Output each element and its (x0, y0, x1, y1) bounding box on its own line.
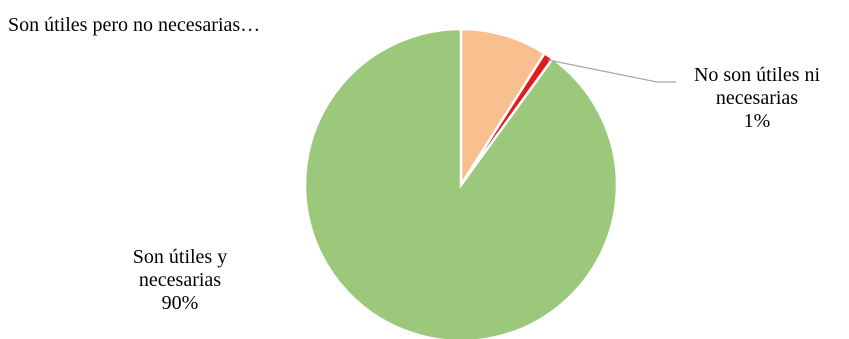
pie-slice-0 (459, 27, 547, 190)
data-label-no-utiles-line2: necesarias (715, 87, 799, 109)
pie-slice-2 (303, 27, 619, 339)
data-label-utiles-y-necesarias-percent: 90% (161, 292, 199, 314)
data-label-no-utiles-line1: No son útiles ni (693, 64, 821, 86)
data-label-utiles-no-necesarias-line1: Son útiles pero no necesarias… (8, 14, 261, 36)
data-label-utiles-y-necesarias: Son útiles y necesarias 90% (95, 246, 265, 315)
data-label-utiles-no-necesarias: Son útiles pero no necesarias… (8, 14, 260, 37)
data-label-no-utiles: No son útiles ni necesarias 1% (672, 64, 842, 133)
data-label-no-utiles-percent: 1% (743, 110, 771, 132)
data-label-utiles-y-necesarias-line1: Son útiles y (132, 246, 228, 268)
leader-line-no-utiles (547, 59, 676, 83)
data-label-utiles-y-necesarias-line2: necesarias (138, 269, 222, 291)
